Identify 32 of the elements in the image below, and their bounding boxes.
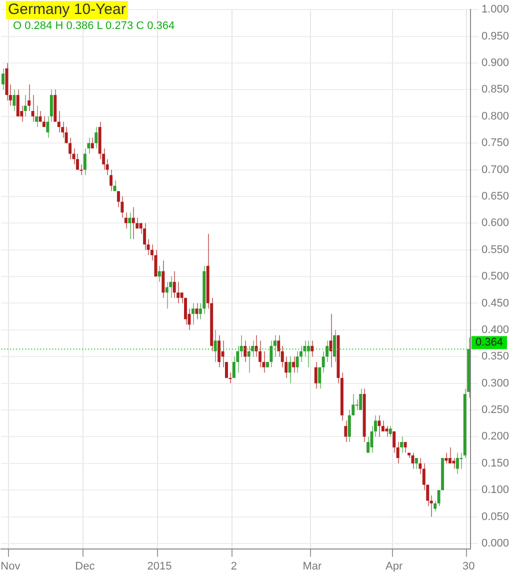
y-tick-label: 0.000 — [481, 537, 510, 550]
y-tick-label: 0.450 — [481, 297, 510, 310]
y-tick-label: 0.600 — [481, 217, 510, 230]
y-tick-label: 0.750 — [481, 137, 510, 150]
y-tick-label: 1.000 — [481, 4, 510, 16]
y-tick-label: 0.150 — [481, 457, 510, 470]
y-tick-label: 0.800 — [481, 110, 510, 122]
y-tick-label: 0.700 — [481, 164, 510, 176]
x-tick-label: Dec — [75, 560, 96, 572]
x-tick-label: Apr — [386, 560, 404, 572]
y-tick-label: 0.050 — [481, 510, 510, 523]
y-tick-label: 0.650 — [481, 190, 510, 202]
y-tick-label: 0.900 — [481, 57, 510, 70]
x-tick-label: 2 — [230, 560, 238, 572]
y-tick-label: 0.550 — [481, 244, 510, 256]
y-tick-label: 0.200 — [481, 430, 510, 443]
x-tick-label: 2015 — [147, 560, 172, 572]
x-tick-label: 30 — [462, 560, 475, 572]
y-tick-label: 0.350 — [481, 350, 510, 363]
y-tick-label: 0.400 — [481, 324, 510, 336]
x-tick-label: Nov — [0, 560, 21, 572]
text: O 0.284 H 0.386 L 0.273 C 0.364 — [13, 20, 175, 32]
candlestick — [225, 361, 228, 378]
y-tick-label: 0.300 — [481, 377, 510, 390]
ref-line-label: 0.364 — [475, 336, 504, 349]
y-tick-label: 0.250 — [481, 404, 510, 416]
y-tick-label: 0.100 — [481, 484, 510, 496]
chart-title: Germany 10-Year — [6, 1, 128, 19]
y-tick-label: 0.950 — [481, 30, 510, 42]
y-tick-label: 0.850 — [481, 84, 510, 96]
x-tick-label: Mar — [302, 560, 322, 572]
y-tick-label: 0.500 — [481, 270, 510, 283]
